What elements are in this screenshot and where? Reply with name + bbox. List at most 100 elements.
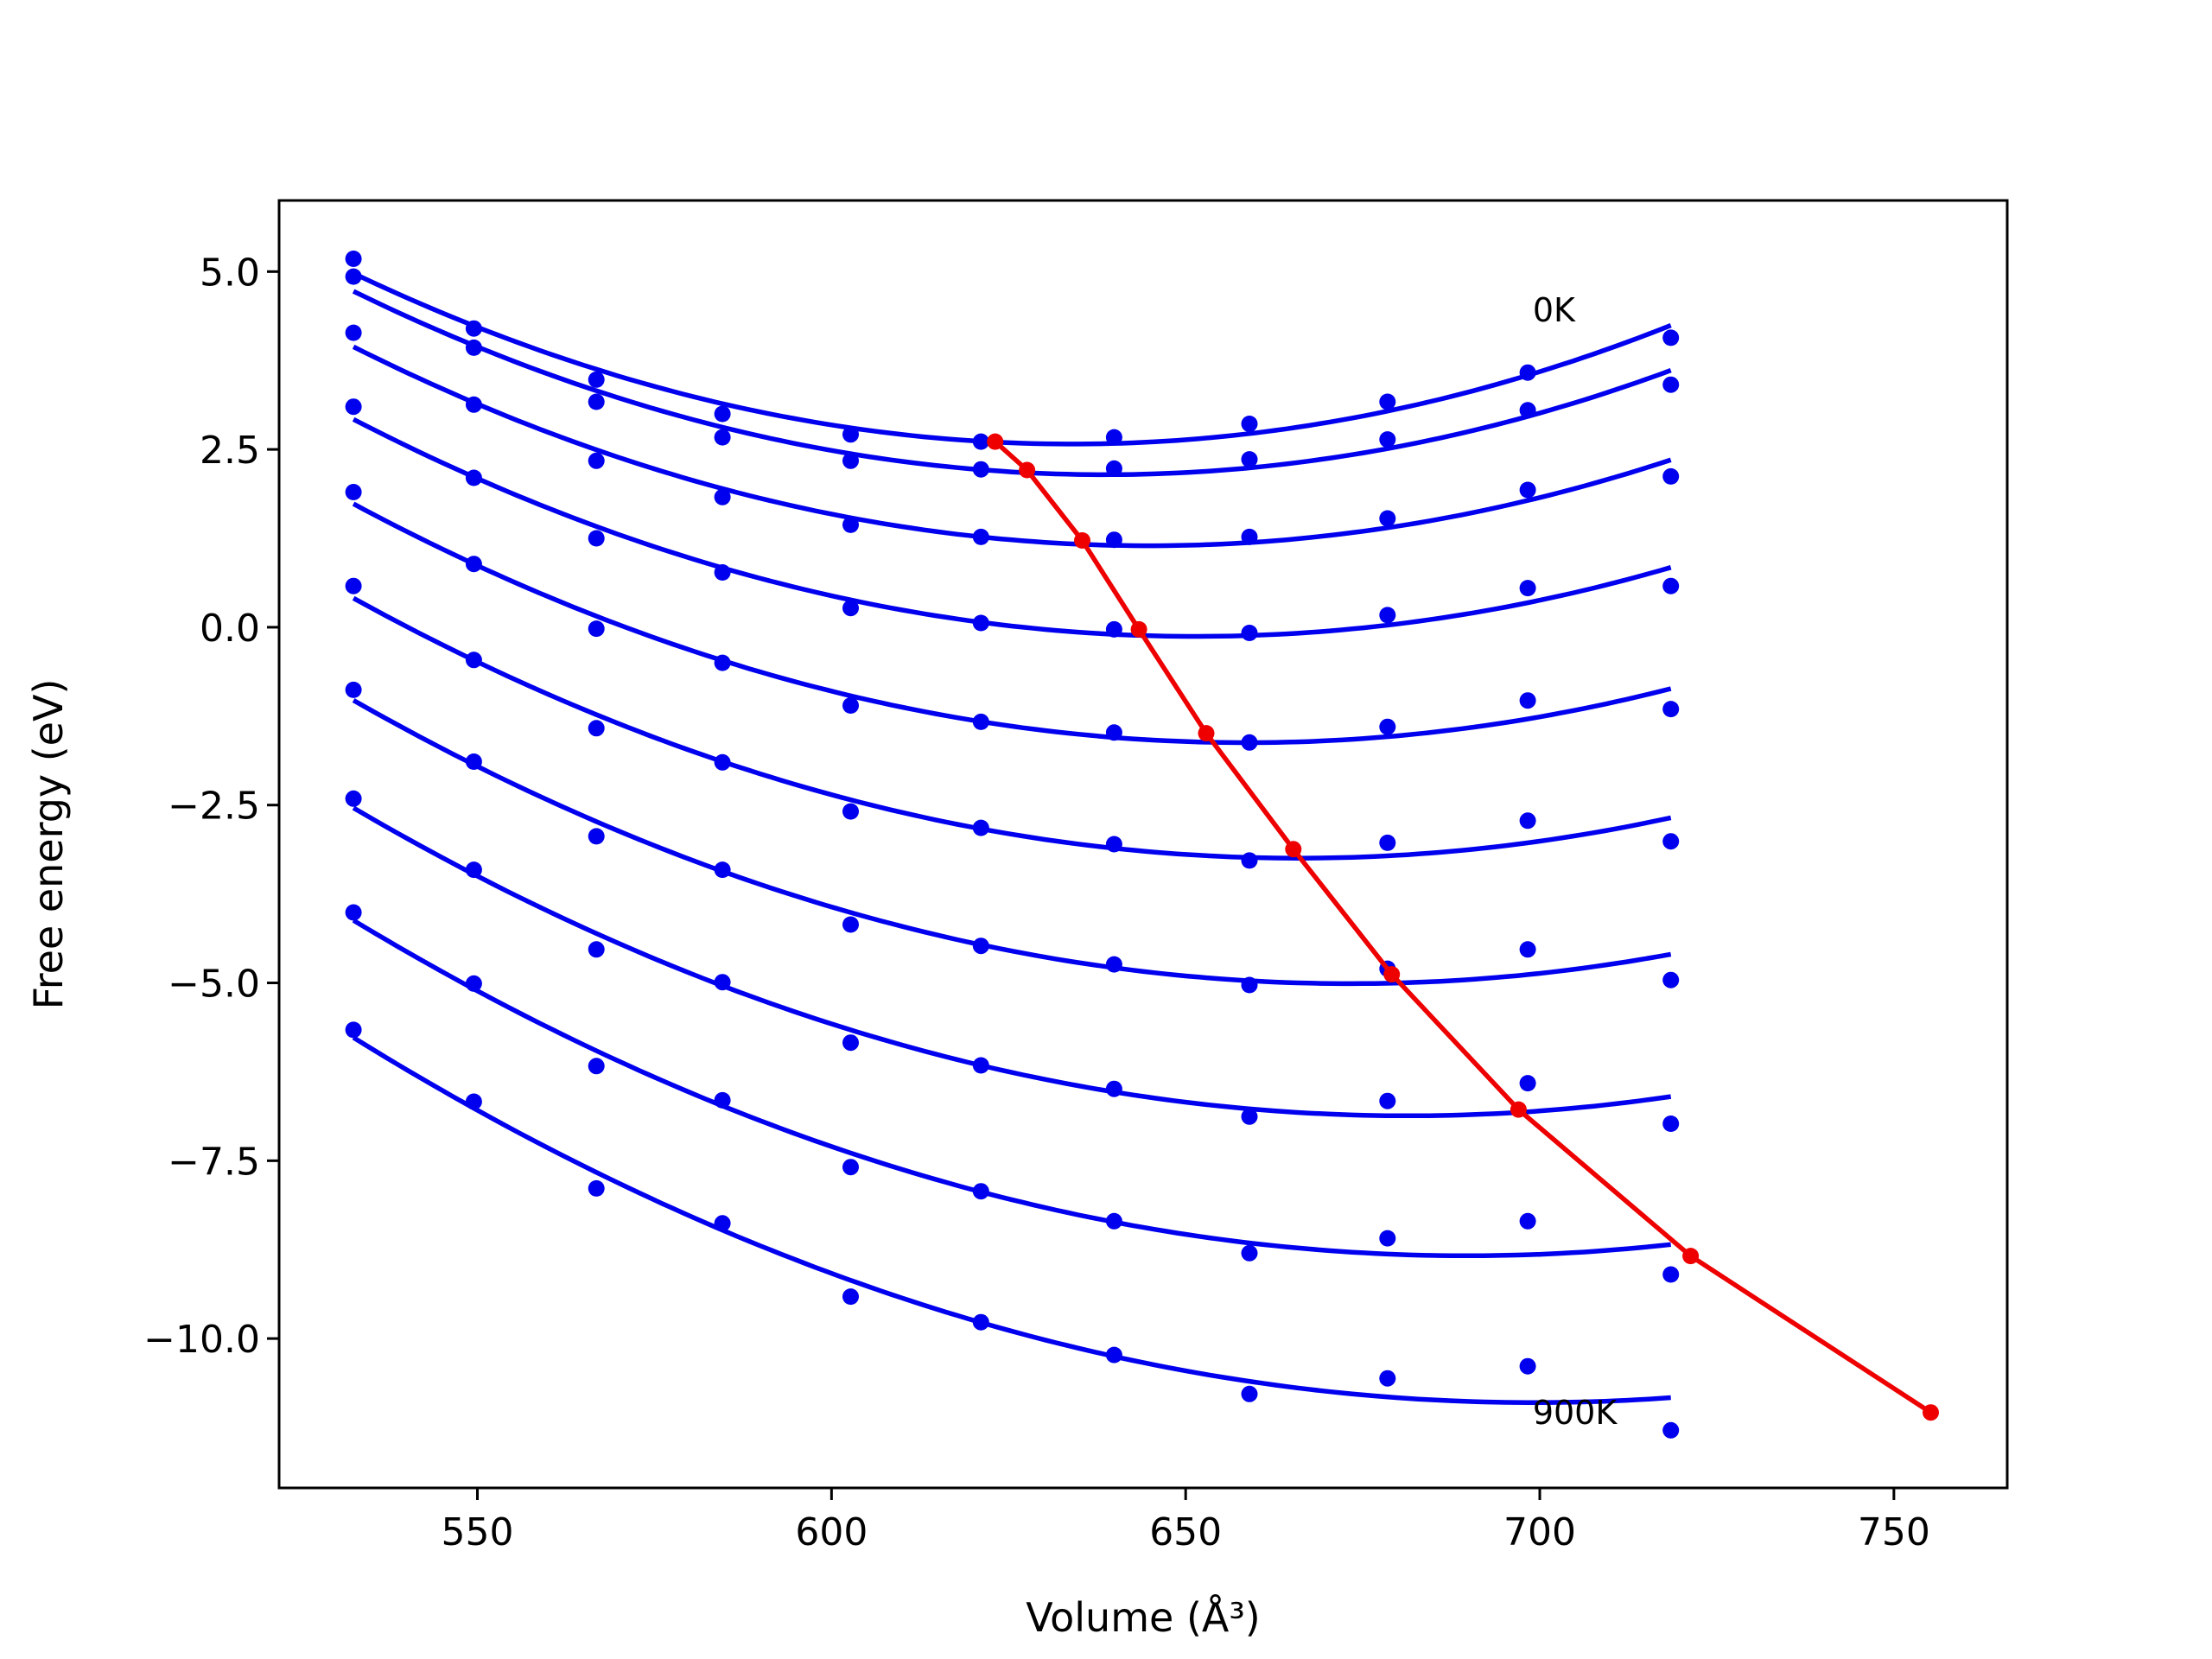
data-point-1-0: [345, 268, 362, 285]
data-point-6-6: [1105, 956, 1122, 973]
data-point-5-4: [842, 803, 859, 820]
data-point-8-1: [465, 975, 482, 992]
fit-curve-9: [352, 1035, 1671, 1405]
data-point-2-6: [1105, 531, 1122, 549]
minimum-point-0: [987, 433, 1004, 450]
data-point-1-9: [1519, 402, 1536, 419]
data-point-0-5: [972, 433, 989, 450]
data-point-8-7: [1241, 1244, 1258, 1262]
data-point-1-10: [1662, 376, 1680, 393]
data-point-4-1: [465, 556, 482, 573]
data-point-2-4: [842, 516, 859, 533]
data-point-7-5: [972, 1057, 989, 1074]
data-point-4-0: [345, 484, 362, 500]
minimum-point-8: [1682, 1248, 1700, 1265]
minimum-point-3: [1130, 620, 1147, 638]
minimum-point-1: [1019, 461, 1036, 479]
data-point-3-5: [972, 614, 989, 632]
data-point-5-6: [1105, 836, 1122, 853]
data-point-1-3: [714, 429, 731, 446]
data-point-3-1: [465, 469, 482, 486]
data-point-9-9: [1519, 1357, 1536, 1375]
data-point-1-1: [465, 339, 482, 356]
minimum-point-5: [1285, 841, 1302, 858]
data-point-9-1: [465, 1093, 482, 1110]
annotations: 0K 900K: [1533, 291, 1618, 1432]
data-point-4-8: [1379, 718, 1396, 735]
y-axis-ticks: 5.0 2.5 0.0 −2.5 −5.0 −7.5 −10.0: [143, 251, 279, 1362]
data-point-7-6: [1105, 1080, 1122, 1097]
data-point-4-6: [1105, 724, 1122, 741]
data-point-9-4: [842, 1288, 859, 1306]
data-point-4-4: [842, 697, 859, 714]
minimum-point-2: [1074, 532, 1090, 549]
data-point-6-9: [1519, 941, 1536, 958]
data-point-4-3: [714, 654, 731, 671]
data-point-5-1: [465, 652, 482, 669]
y-tick-label-1: 2.5: [200, 429, 260, 473]
data-point-3-7: [1241, 625, 1258, 641]
data-point-4-10: [1662, 701, 1680, 718]
annotation-label-0: 0K: [1533, 291, 1576, 329]
fit-curve-6: [352, 698, 1672, 987]
data-point-4-2: [588, 620, 605, 638]
fit-curve-5: [352, 595, 1672, 861]
x-tick-label-750: 750: [1858, 1510, 1930, 1554]
data-point-2-1: [465, 396, 482, 413]
fit-curve-1: [352, 289, 1672, 478]
data-point-8-2: [588, 1058, 605, 1075]
y-tick-label-4: −5.0: [168, 963, 260, 1007]
data-point-3-4: [842, 600, 859, 617]
fit-curves: [352, 270, 1672, 1405]
fit-curve-8: [352, 918, 1671, 1259]
data-point-0-0: [345, 251, 362, 267]
data-point-8-3: [714, 1091, 731, 1109]
data-point-9-5: [972, 1313, 989, 1331]
minima-line-path: [993, 440, 1933, 1415]
x-tick-label-650: 650: [1149, 1510, 1222, 1554]
data-point-7-10: [1662, 1116, 1680, 1132]
fit-curve-7: [352, 805, 1672, 1119]
data-point-0-10: [1662, 329, 1680, 346]
annotation-label-1: 900K: [1533, 1394, 1618, 1432]
fit-curve-0: [352, 270, 1672, 447]
y-tick-label-2: 0.0: [200, 607, 260, 651]
fit-curve-4: [352, 501, 1672, 746]
data-point-7-7: [1241, 1108, 1258, 1125]
data-point-0-2: [588, 371, 605, 388]
data-point-5-7: [1241, 852, 1258, 869]
x-axis-ticks: 550 600 650 700 750: [442, 1488, 1930, 1554]
data-point-5-10: [1662, 833, 1680, 850]
fit-curve-2: [352, 344, 1672, 549]
data-point-7-9: [1519, 1075, 1536, 1092]
data-point-7-3: [714, 974, 731, 991]
data-point-9-6: [1105, 1346, 1122, 1363]
y-tick-label-3: −2.5: [168, 785, 260, 829]
data-point-5-2: [588, 720, 605, 737]
data-point-6-3: [714, 861, 731, 879]
axes-frame: [277, 199, 2009, 1490]
data-point-8-6: [1105, 1212, 1122, 1230]
data-point-7-1: [465, 861, 482, 879]
data-point-0-8: [1379, 393, 1396, 410]
data-point-5-0: [345, 577, 362, 594]
data-point-9-2: [588, 1179, 605, 1197]
minimum-point-7: [1510, 1101, 1527, 1118]
y-tick-label-6: −10.0: [143, 1318, 260, 1362]
data-point-8-10: [1662, 1266, 1680, 1283]
data-point-0-7: [1241, 416, 1258, 432]
x-tick-label-550: 550: [442, 1510, 514, 1554]
data-point-2-5: [972, 528, 989, 545]
data-point-1-8: [1379, 431, 1396, 448]
data-point-5-5: [972, 819, 989, 836]
data-point-5-8: [1379, 834, 1396, 851]
y-tick-label-0: 5.0: [200, 251, 260, 295]
data-point-7-0: [345, 790, 362, 807]
data-point-6-7: [1241, 976, 1258, 994]
x-axis-label: Volume (Å³): [1026, 1594, 1261, 1641]
data-point-0-4: [842, 426, 859, 443]
data-points: [345, 251, 1680, 1439]
data-point-2-10: [1662, 467, 1680, 485]
